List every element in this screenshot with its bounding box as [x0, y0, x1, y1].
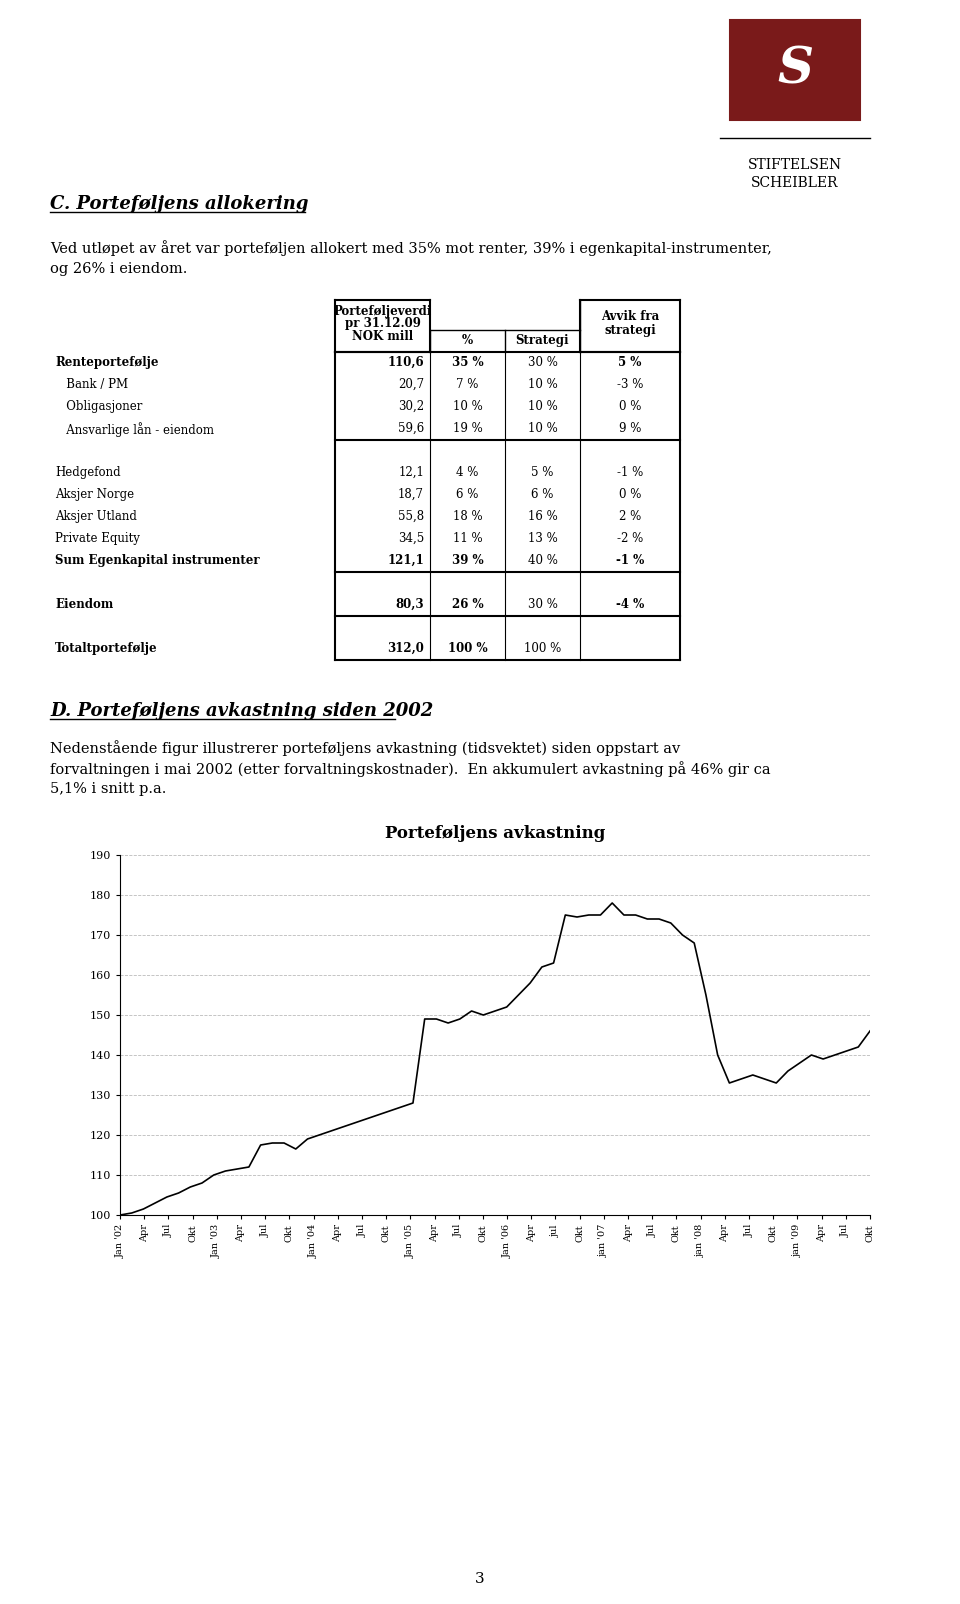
- Text: strategi: strategi: [604, 324, 656, 337]
- Text: D. Porteføljens avkastning siden 2002: D. Porteføljens avkastning siden 2002: [50, 703, 433, 720]
- Text: 10 %: 10 %: [452, 399, 482, 412]
- Text: pr 31.12.09: pr 31.12.09: [345, 318, 420, 330]
- Text: 7 %: 7 %: [456, 379, 479, 391]
- Text: 10 %: 10 %: [528, 422, 558, 435]
- Text: 20,7: 20,7: [397, 379, 424, 391]
- Text: Renteportefølje: Renteportefølje: [55, 356, 158, 369]
- Text: 312,0: 312,0: [387, 642, 424, 654]
- Text: 6 %: 6 %: [531, 488, 554, 500]
- Text: %: %: [462, 334, 473, 346]
- Text: Strategi: Strategi: [516, 334, 569, 346]
- Text: 18,7: 18,7: [398, 488, 424, 500]
- Text: Ansvarlige lån - eiendom: Ansvarlige lån - eiendom: [55, 422, 214, 436]
- Text: Totaltportefølje: Totaltportefølje: [55, 642, 157, 654]
- Text: Aksjer Norge: Aksjer Norge: [55, 488, 134, 500]
- Text: 5 %: 5 %: [618, 356, 641, 369]
- Text: 26 %: 26 %: [452, 598, 483, 611]
- Text: 0 %: 0 %: [619, 488, 641, 500]
- Text: og 26% i eiendom.: og 26% i eiendom.: [50, 261, 187, 276]
- Text: 0 %: 0 %: [619, 399, 641, 412]
- Text: 100 %: 100 %: [447, 642, 488, 654]
- Text: Nedenstående figur illustrerer porteføljens avkastning (tidsvektet) siden oppsta: Nedenstående figur illustrerer portefølj…: [50, 739, 681, 755]
- Text: Obligasjoner: Obligasjoner: [55, 399, 142, 412]
- Text: 19 %: 19 %: [452, 422, 482, 435]
- Text: Porteføljens avkastning: Porteføljens avkastning: [385, 824, 605, 842]
- Text: 100 %: 100 %: [524, 642, 562, 654]
- Text: 6 %: 6 %: [456, 488, 479, 500]
- Text: Private Equity: Private Equity: [55, 533, 140, 545]
- Text: 4 %: 4 %: [456, 467, 479, 480]
- Text: 5 %: 5 %: [531, 467, 554, 480]
- Text: 34,5: 34,5: [397, 533, 424, 545]
- Text: 30 %: 30 %: [528, 356, 558, 369]
- Text: -2 %: -2 %: [617, 533, 643, 545]
- Text: 13 %: 13 %: [528, 533, 558, 545]
- Text: 30,2: 30,2: [397, 399, 424, 412]
- Text: Sum Egenkapital instrumenter: Sum Egenkapital instrumenter: [55, 553, 259, 566]
- Text: 59,6: 59,6: [397, 422, 424, 435]
- Text: Ved utløpet av året var porteføljen allokert med 35% mot renter, 39% i egenkapit: Ved utløpet av året var porteføljen allo…: [50, 241, 772, 257]
- Text: -1 %: -1 %: [617, 467, 643, 480]
- Text: Bank / PM: Bank / PM: [55, 379, 128, 391]
- Text: S: S: [777, 45, 813, 95]
- Text: 10 %: 10 %: [528, 379, 558, 391]
- Text: 30 %: 30 %: [528, 598, 558, 611]
- Text: Avvik fra: Avvik fra: [601, 310, 660, 322]
- Text: SCHEIBLER: SCHEIBLER: [752, 176, 839, 189]
- Text: Eiendom: Eiendom: [55, 598, 113, 611]
- Text: -3 %: -3 %: [617, 379, 643, 391]
- Text: NOK mill: NOK mill: [352, 330, 413, 343]
- Text: Hedgefond: Hedgefond: [55, 467, 121, 480]
- Text: 55,8: 55,8: [397, 510, 424, 523]
- Text: 5,1% i snitt p.a.: 5,1% i snitt p.a.: [50, 783, 166, 796]
- Text: STIFTELSEN: STIFTELSEN: [748, 159, 842, 172]
- Text: 18 %: 18 %: [453, 510, 482, 523]
- Text: C. Porteføljens allokering: C. Porteføljens allokering: [50, 196, 308, 213]
- Text: 121,1: 121,1: [387, 553, 424, 566]
- Text: Aksjer Utland: Aksjer Utland: [55, 510, 137, 523]
- Text: 16 %: 16 %: [528, 510, 558, 523]
- Text: -4 %: -4 %: [616, 598, 644, 611]
- Text: forvaltningen i mai 2002 (etter forvaltningskostnader).  En akkumulert avkastnin: forvaltningen i mai 2002 (etter forvaltn…: [50, 760, 771, 776]
- Text: 39 %: 39 %: [452, 553, 483, 566]
- Text: Porteføljeverdi: Porteføljeverdi: [333, 305, 432, 318]
- Text: 12,1: 12,1: [398, 467, 424, 480]
- Text: 35 %: 35 %: [452, 356, 483, 369]
- Text: 11 %: 11 %: [453, 533, 482, 545]
- Text: 80,3: 80,3: [396, 598, 424, 611]
- Text: -1 %: -1 %: [616, 553, 644, 566]
- Text: 110,6: 110,6: [388, 356, 424, 369]
- Text: 9 %: 9 %: [619, 422, 641, 435]
- Text: 10 %: 10 %: [528, 399, 558, 412]
- Text: 2 %: 2 %: [619, 510, 641, 523]
- Bar: [730, 19, 860, 120]
- Text: 40 %: 40 %: [528, 553, 558, 566]
- Text: 3: 3: [475, 1572, 485, 1586]
